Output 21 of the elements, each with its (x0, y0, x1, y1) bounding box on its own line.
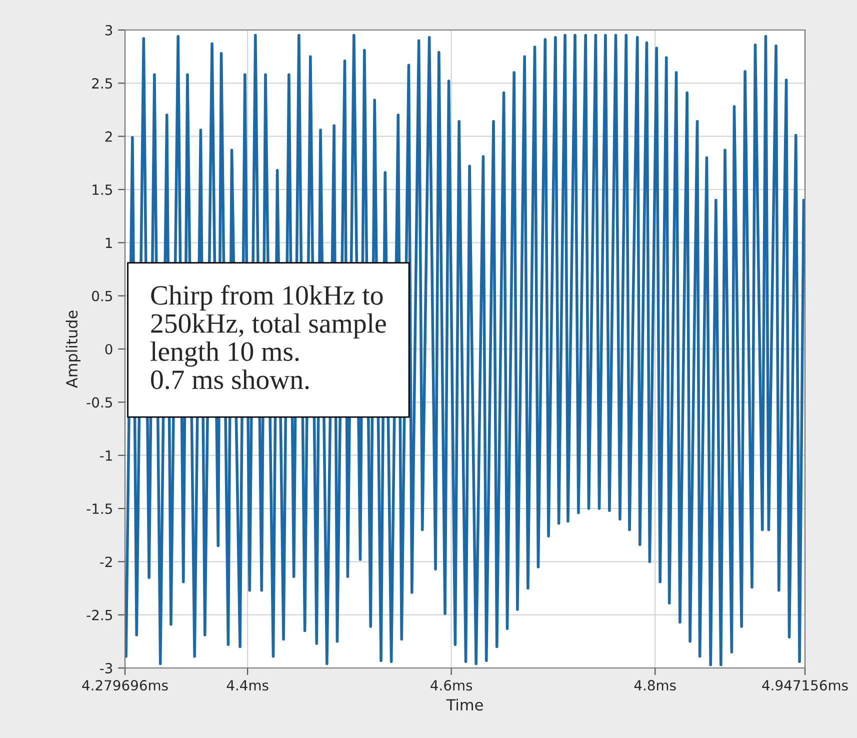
y-tick-label: 0 (105, 344, 112, 354)
x-tick-label: 4.6ms (430, 680, 472, 691)
y-tick-label: 0.5 (92, 290, 112, 302)
y-tick-label: -2.5 (86, 610, 112, 620)
y-tick-label: -2 (100, 556, 112, 567)
y-axis-title: Amplitude (66, 310, 81, 388)
y-tick-label: 2.5 (92, 78, 112, 89)
x-tick-label: 4.947156ms (762, 680, 848, 691)
y-tick-label: 1.5 (92, 184, 112, 195)
y-tick-label: 1 (106, 238, 112, 248)
y-tick-label: -3 (100, 662, 112, 674)
y-tick-label: -1.5 (86, 504, 112, 514)
y-tick-label: 2 (105, 131, 112, 142)
x-tick-label: 4.8ms (634, 680, 676, 691)
y-tick-label: -0.5 (86, 397, 112, 408)
y-tick-label: -1 (100, 450, 112, 461)
annotation: Chirp from 10kHz to 250kHz, total sample length 10 ms. 0.7 ms shown. (150, 285, 386, 390)
x-axis-title: Time (446, 698, 483, 711)
x-tick-label: 4.4ms (226, 680, 268, 691)
y-tick-label: 3 (105, 24, 112, 36)
x-tick-label: 4.279696ms (82, 680, 168, 691)
